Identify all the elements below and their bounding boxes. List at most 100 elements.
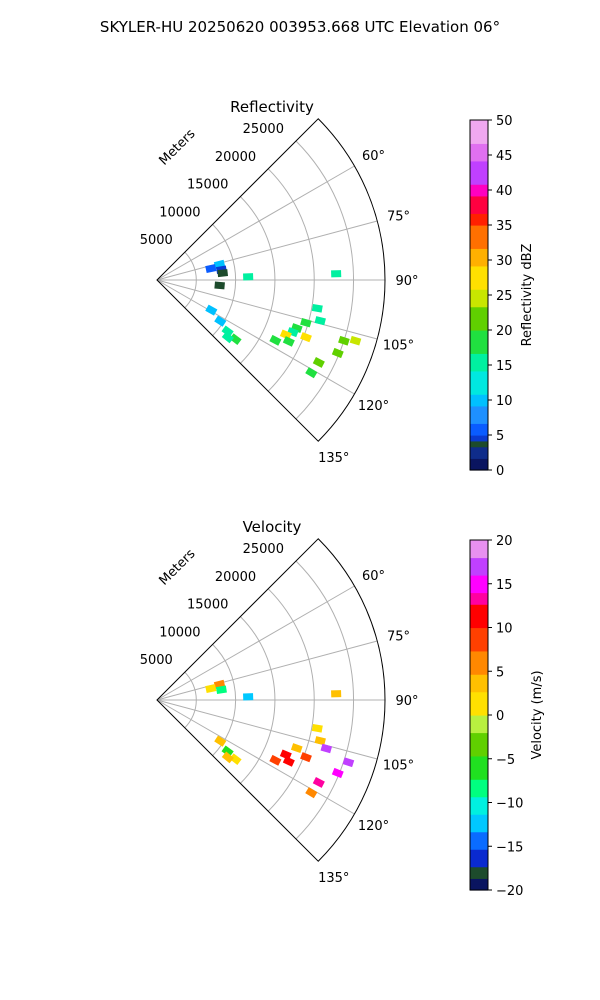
colorbar-tick-label: 40 [496, 184, 513, 199]
colorbar-segment [470, 872, 488, 879]
colorbar-segment [470, 785, 488, 792]
reflectivity-colorbar: 0 5 10 15 20 25 30 35 40 45 50 [469, 114, 513, 479]
colorbar-segment [470, 837, 488, 844]
colorbar-segment [470, 143, 488, 150]
azimuth-gridline [156, 220, 378, 281]
colorbar-segment [470, 400, 488, 407]
colorbar-segment [470, 341, 488, 349]
echo-cell [331, 767, 344, 779]
velocity-panel: Velocity 5000 10000 15000 20000 25000 60° 75° 9… [140, 518, 545, 899]
echo-cell [229, 333, 242, 345]
colorbar-segment [470, 808, 488, 815]
colorbar-segment [470, 178, 488, 185]
colorbar-segment [470, 691, 488, 699]
echo-cell [205, 684, 217, 694]
colorbar-segment [470, 755, 488, 763]
colorbar-segment [470, 335, 488, 343]
echo-cell [338, 335, 350, 346]
echo-cell [349, 335, 362, 346]
colorbar-segment [470, 417, 488, 424]
colorbar-segment [470, 131, 488, 139]
colorbar-segment [470, 283, 488, 290]
colorbar-segment [470, 615, 488, 623]
colorbar-segment [470, 697, 488, 704]
azimuth-gridline [156, 585, 355, 701]
colorbar-segment [470, 382, 488, 389]
reflectivity-colorbar-label: Reflectivity dBZ [520, 244, 535, 347]
colorbar-segment [470, 592, 488, 599]
figure-title: SKYLER-HU 20250620 003953.668 UTC Elevat… [100, 18, 500, 36]
colorbar-segment [470, 423, 488, 430]
colorbar-segment [470, 207, 488, 214]
echo-cell [300, 332, 312, 343]
echo-cell [243, 273, 254, 281]
colorbar-tick-label: 0 [496, 709, 504, 724]
colorbar-tick-label: 15 [496, 578, 513, 593]
colorbar-segment [470, 359, 488, 366]
colorbar-segment [470, 685, 488, 693]
velocity-title: Velocity [243, 518, 302, 536]
colorbar-segment [470, 761, 488, 769]
colorbar-segment [470, 347, 488, 354]
echo-cell [331, 690, 342, 698]
colorbar-tick-label: 35 [496, 219, 513, 234]
radial-tick-label: 25000 [243, 542, 284, 557]
colorbar-segment [470, 149, 488, 156]
azimuth-gridline [156, 640, 378, 701]
echo-cell [214, 281, 225, 290]
colorbar-tick-label: −20 [496, 884, 523, 899]
echo-cell [311, 723, 323, 733]
colorbar-segment [470, 429, 488, 436]
colorbar-segment [470, 172, 488, 179]
echo-cell [214, 315, 227, 327]
colorbar-segment [470, 831, 488, 839]
echo-cell [305, 787, 318, 799]
echo-cell [331, 347, 344, 359]
colorbar-segment [470, 820, 488, 827]
colorbar-segment [470, 370, 488, 378]
colorbar-segment [470, 318, 488, 325]
colorbar-segment [470, 405, 488, 413]
sector-outline [156, 538, 386, 862]
colorbar-segment [470, 645, 488, 652]
azimuth-tick-label: 120° [358, 819, 389, 834]
colorbar-segment [470, 703, 488, 710]
colorbar-segment [470, 796, 488, 804]
colorbar-segment [470, 650, 488, 658]
colorbar-tick-label: 5 [496, 665, 504, 680]
colorbar-segment [470, 353, 488, 360]
velocity-radial-axis-label: Meters [157, 546, 199, 588]
echo-cell [314, 736, 326, 746]
echo-cell [342, 757, 355, 768]
colorbar-segment [470, 732, 488, 739]
radial-tick-label: 25000 [243, 122, 284, 137]
azimuth-tick-label: 135° [318, 451, 349, 466]
colorbar-segment [470, 300, 488, 308]
colorbar-segment [470, 190, 488, 197]
radial-tick-label: 20000 [215, 150, 256, 165]
azimuth-tick-label: 75° [387, 629, 410, 644]
colorbar-segment [470, 155, 488, 162]
colorbar-tick-label: −10 [496, 797, 523, 812]
colorbar-segment [470, 878, 488, 885]
colorbar-segment [470, 184, 488, 191]
colorbar-segment [470, 750, 488, 757]
echo-cell [279, 749, 292, 760]
azimuth-gridline [156, 699, 355, 815]
colorbar-segment [470, 464, 488, 471]
radial-tick-label: 5000 [140, 233, 173, 248]
colorbar-tick-label: 10 [496, 394, 513, 409]
colorbar-segment [470, 790, 488, 798]
colorbar-segment [470, 277, 488, 284]
azimuth-gridline [156, 165, 355, 281]
colorbar-segment [470, 580, 488, 588]
colorbar-segment [470, 884, 488, 891]
colorbar-segment [470, 440, 488, 448]
colorbar-segment [470, 458, 488, 465]
colorbar-segment [470, 195, 488, 203]
echo-cell [290, 743, 303, 754]
velocity-axis-labels: 5000 10000 15000 20000 25000 60° 75° 90° 105° 120… [140, 542, 419, 886]
colorbar-tick-label: 5 [496, 429, 504, 444]
azimuth-tick-label: 60° [362, 569, 385, 584]
